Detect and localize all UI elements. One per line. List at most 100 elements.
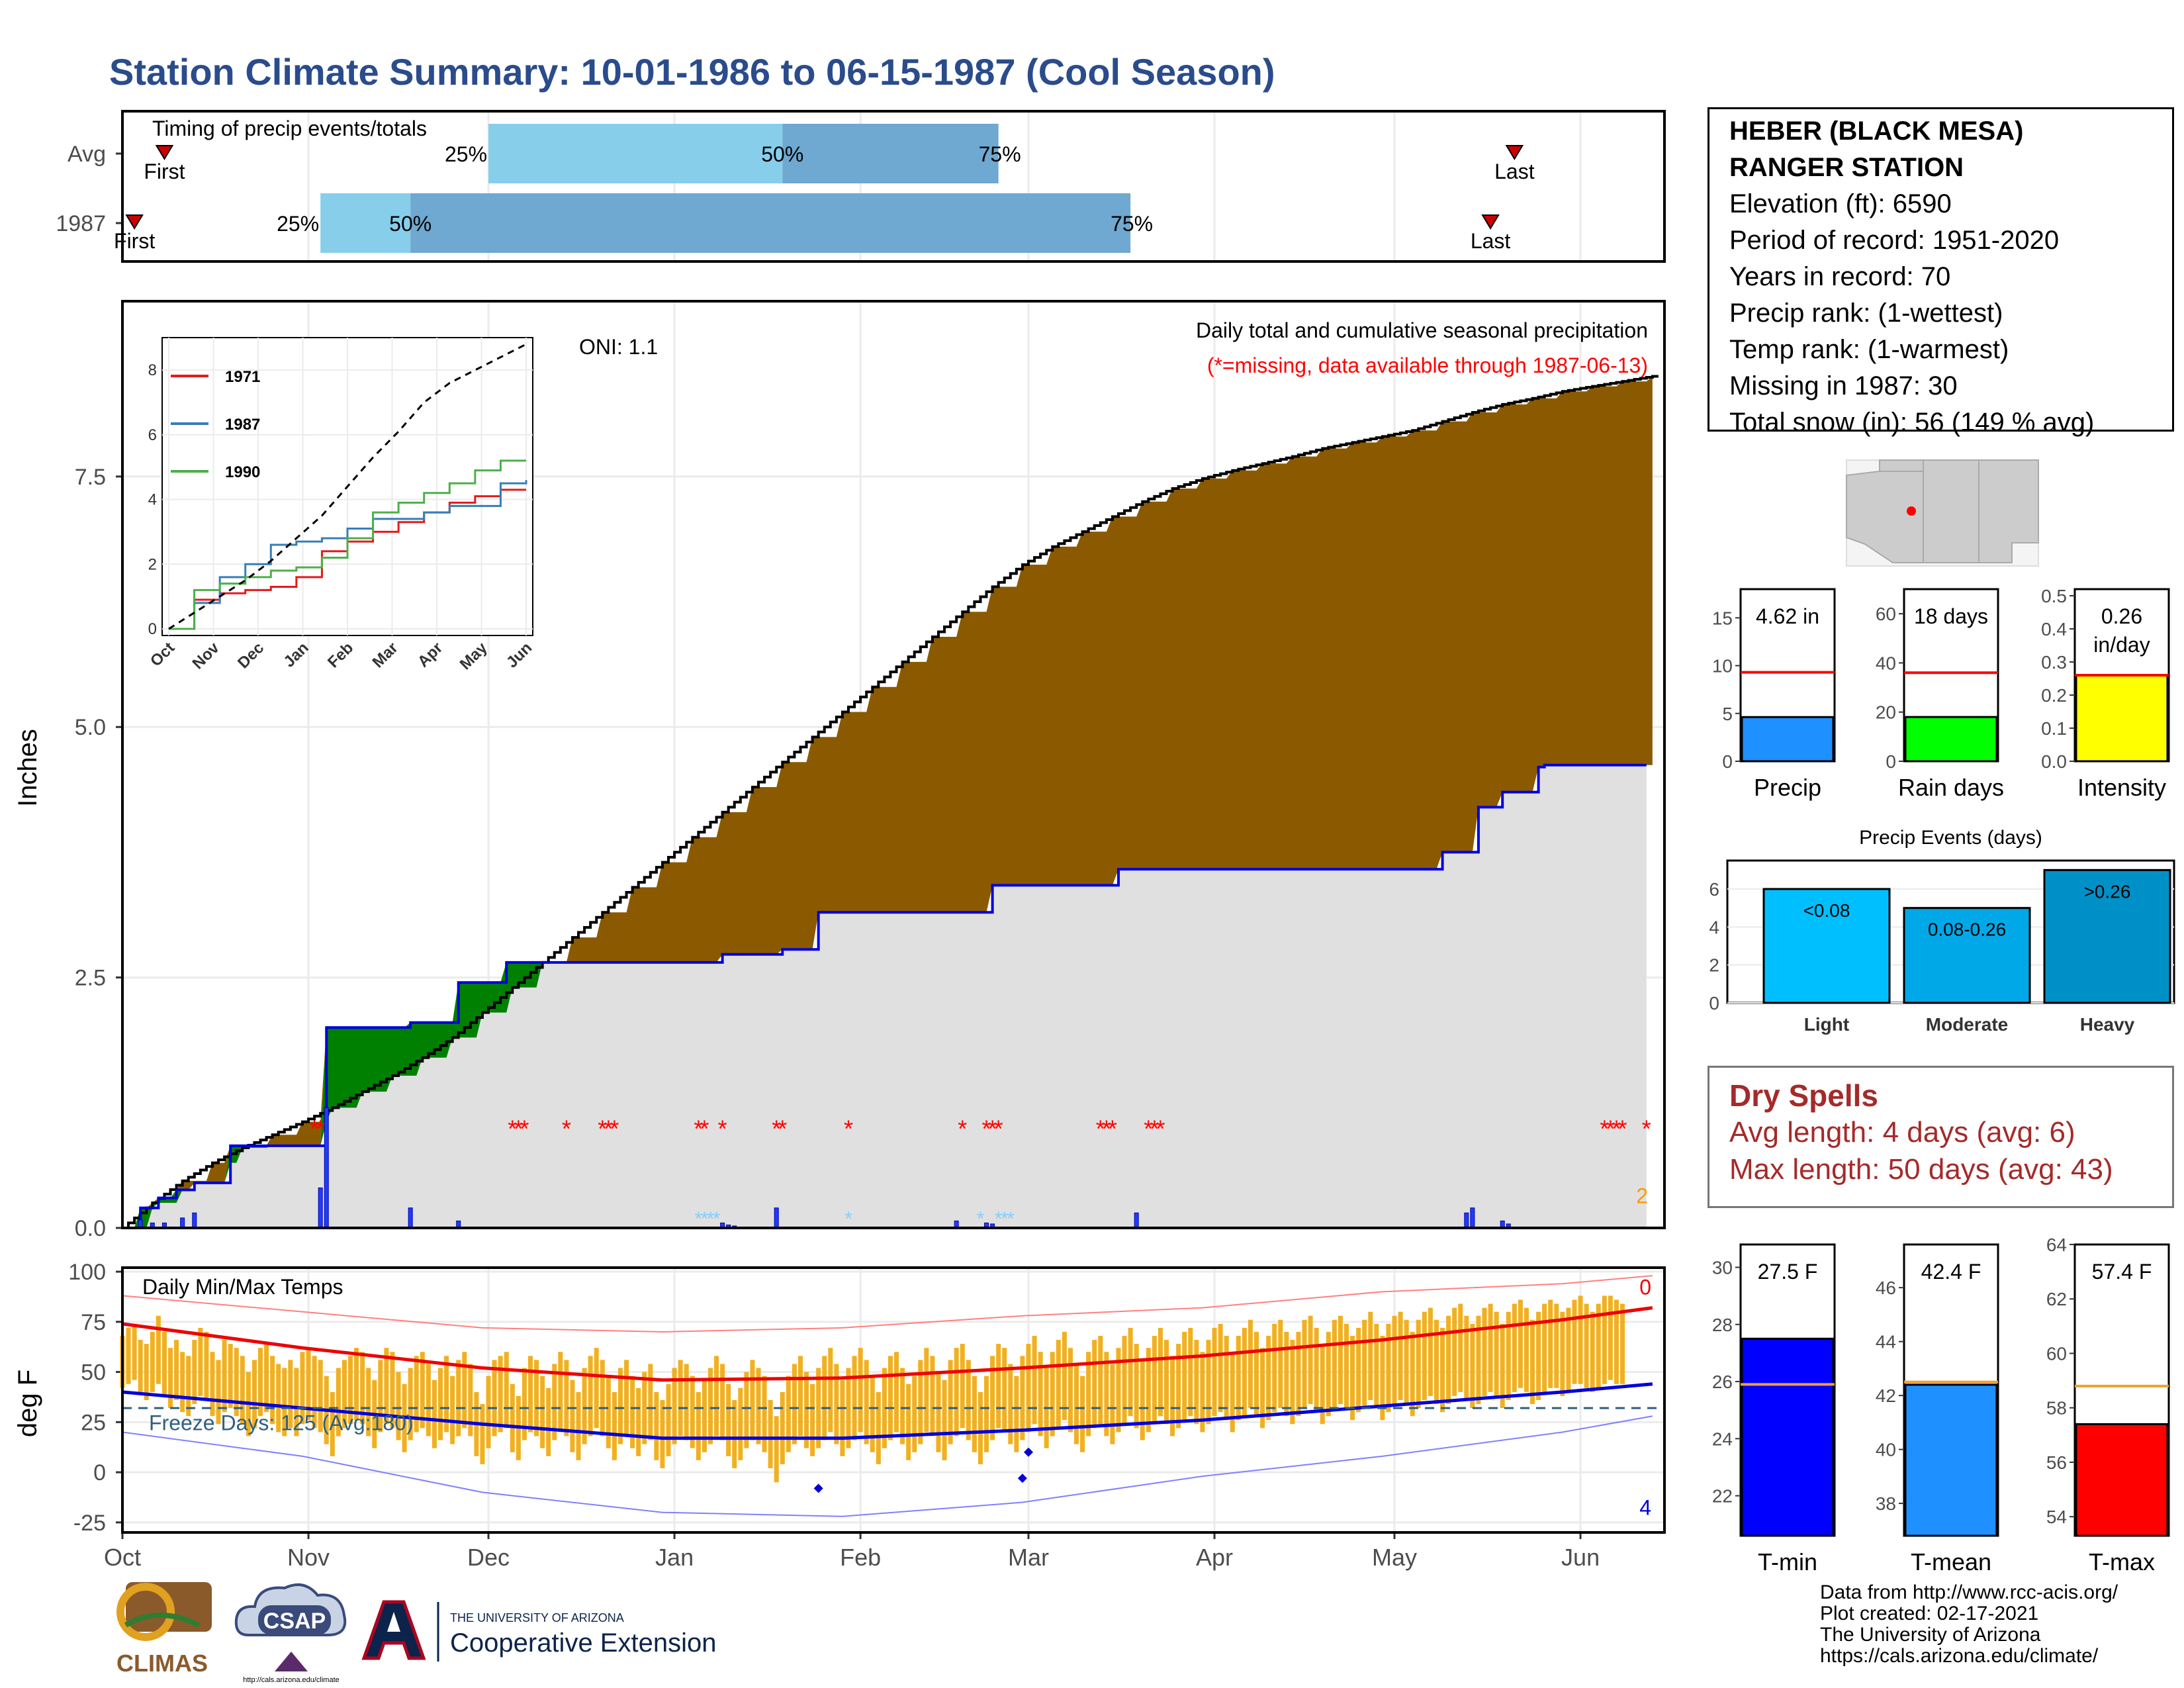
daily-temp-bar	[672, 1368, 677, 1444]
missing-day-marker: *	[1642, 1115, 1651, 1143]
temps-title: Daily Min/Max Temps	[142, 1275, 343, 1299]
precip-ylabel: Inches	[13, 729, 42, 807]
daily-temp-bar	[624, 1360, 629, 1436]
temps-top-number: 0	[1639, 1275, 1651, 1299]
timing-q50-label: 50%	[761, 142, 803, 166]
daily-temp-bar	[1374, 1323, 1379, 1409]
daily-temp-bar	[786, 1376, 791, 1452]
daily-temp-bar	[894, 1352, 899, 1432]
timing-bar-q50-q75	[410, 193, 1131, 253]
daily-temp-bar	[654, 1391, 659, 1460]
temps-xtick-label: Apr	[1196, 1544, 1233, 1571]
daily-temp-bar	[858, 1348, 863, 1432]
daily-temp-bar	[1326, 1331, 1331, 1417]
daily-temp-bar	[1590, 1311, 1595, 1392]
station-elevation: Elevation (ft): 6590	[1729, 189, 1952, 218]
daily-temp-bar	[918, 1360, 923, 1444]
daily-temp-bar	[792, 1364, 797, 1444]
credits-line3: The University of Arizona	[1820, 1624, 2041, 1646]
daily-temp-bar	[1530, 1319, 1535, 1405]
daily-temp-bar	[1188, 1327, 1193, 1417]
daily-temp-bar	[540, 1376, 545, 1448]
snow-day-marker: *	[701, 1208, 709, 1230]
daily-temp-bar	[444, 1356, 449, 1432]
temps-xtick-label: May	[1372, 1544, 1417, 1571]
daily-temp-bar	[666, 1383, 671, 1456]
events-category-label: Light	[1804, 1014, 1849, 1035]
precip-summary-ytick-label: 0.1	[2041, 718, 2067, 739]
daily-temp-bar	[1566, 1307, 1571, 1392]
station-years: Years in record: 70	[1729, 262, 1951, 291]
daily-temp-bar	[1548, 1299, 1553, 1388]
daily-temp-bar	[168, 1348, 173, 1409]
precip-subtitle: (*=missing, data available through 1987-…	[1207, 353, 1648, 377]
temp-summary-ytick-label: 42	[1876, 1385, 1896, 1406]
daily-precip-bar	[180, 1217, 185, 1229]
daily-temp-bar	[996, 1344, 1001, 1429]
temps-xtick-label: Feb	[840, 1544, 881, 1571]
daily-temp-bar	[690, 1376, 695, 1448]
daily-temp-bar	[534, 1360, 539, 1436]
daily-temp-bar	[1386, 1323, 1391, 1413]
daily-temp-bar	[270, 1356, 275, 1425]
precip-ytick-label: 5.0	[75, 715, 106, 740]
missing-day-marker: *	[610, 1115, 619, 1143]
temp-summary-panels: 22 24 26 28 30 27.5 F T-min 38 40 42 44 46 42.4 F T-m…	[1712, 1235, 2170, 1575]
timing-first-label: First	[114, 229, 155, 253]
page-title: Station Climate Summary: 10-01-1986 to 0…	[109, 51, 1275, 93]
precip-side-number: 2	[1636, 1184, 1648, 1208]
temp-summary-ytick-label: 64	[2046, 1235, 2067, 1255]
daily-temp-bar	[1392, 1315, 1397, 1405]
timing-q75-label: 75%	[1111, 212, 1153, 236]
missing-day-marker: *	[1102, 1115, 1111, 1143]
record-low-marker	[813, 1483, 823, 1493]
daily-temp-bar	[348, 1356, 353, 1425]
daily-temp-bar	[264, 1344, 269, 1413]
inset-ytick-label: 6	[148, 426, 157, 444]
daily-temp-bar	[1296, 1331, 1301, 1417]
daily-temp-bar	[702, 1380, 707, 1452]
precip-summary-ytick-label: 0.2	[2041, 685, 2067, 706]
daily-temp-bar	[1512, 1303, 1517, 1392]
missing-day-marker: *	[994, 1115, 1003, 1143]
daily-temp-bar	[1158, 1327, 1163, 1417]
daily-temp-bar	[426, 1364, 431, 1436]
daily-temp-bar	[432, 1380, 437, 1448]
daily-temp-bar	[126, 1327, 131, 1384]
missing-day-marker: *	[1150, 1115, 1159, 1143]
daily-temp-bar	[1056, 1340, 1061, 1429]
daily-temp-bar	[1038, 1352, 1043, 1436]
daily-temp-bar	[606, 1376, 611, 1448]
precip-summary-ytick-label: 40	[1876, 653, 1896, 673]
daily-temp-bar	[378, 1360, 383, 1432]
precip-summary-panels: 0 5 10 15 4.62 in Precip 0 20 40 60 18 days Rain da…	[1712, 586, 2170, 801]
events-bar-label: <0.08	[1803, 900, 1850, 921]
daily-temp-bar	[966, 1360, 971, 1440]
daily-temp-bar	[462, 1352, 467, 1429]
daily-temp-bar	[1620, 1303, 1625, 1384]
daily-temp-bar	[1230, 1352, 1235, 1432]
climas-logo-text: CLIMAS	[116, 1650, 208, 1677]
daily-temp-bar	[1290, 1340, 1295, 1425]
temps-xtick-label: Nov	[287, 1544, 330, 1571]
temp-summary-bar-t-min	[1741, 1337, 1835, 1537]
missing-day-marker: *	[1600, 1115, 1609, 1143]
missing-day-marker: *	[982, 1115, 991, 1143]
daily-temp-bar	[318, 1360, 323, 1432]
snow-day-marker: *	[977, 1208, 985, 1230]
precip-summary-ytick-label: 60	[1876, 604, 1896, 624]
daily-temp-bar	[161, 1331, 167, 1396]
daily-temp-bar	[774, 1416, 779, 1483]
avg-max-line	[122, 1306, 1653, 1382]
precip-summary-bar-intensity	[2075, 674, 2169, 763]
station-name-line2: RANGER STATION	[1729, 153, 1964, 182]
temp-summary-name-label: T-min	[1758, 1548, 1817, 1575]
avg-cumulative-line	[122, 375, 1659, 1229]
timing-first-label: First	[144, 160, 185, 183]
precip-title: Daily total and cumulative seasonal prec…	[1196, 318, 1648, 342]
daily-temp-bar	[834, 1364, 839, 1444]
daily-temp-bar	[498, 1356, 503, 1432]
daily-temp-bar	[1110, 1364, 1115, 1444]
daily-temp-bar	[288, 1360, 293, 1429]
